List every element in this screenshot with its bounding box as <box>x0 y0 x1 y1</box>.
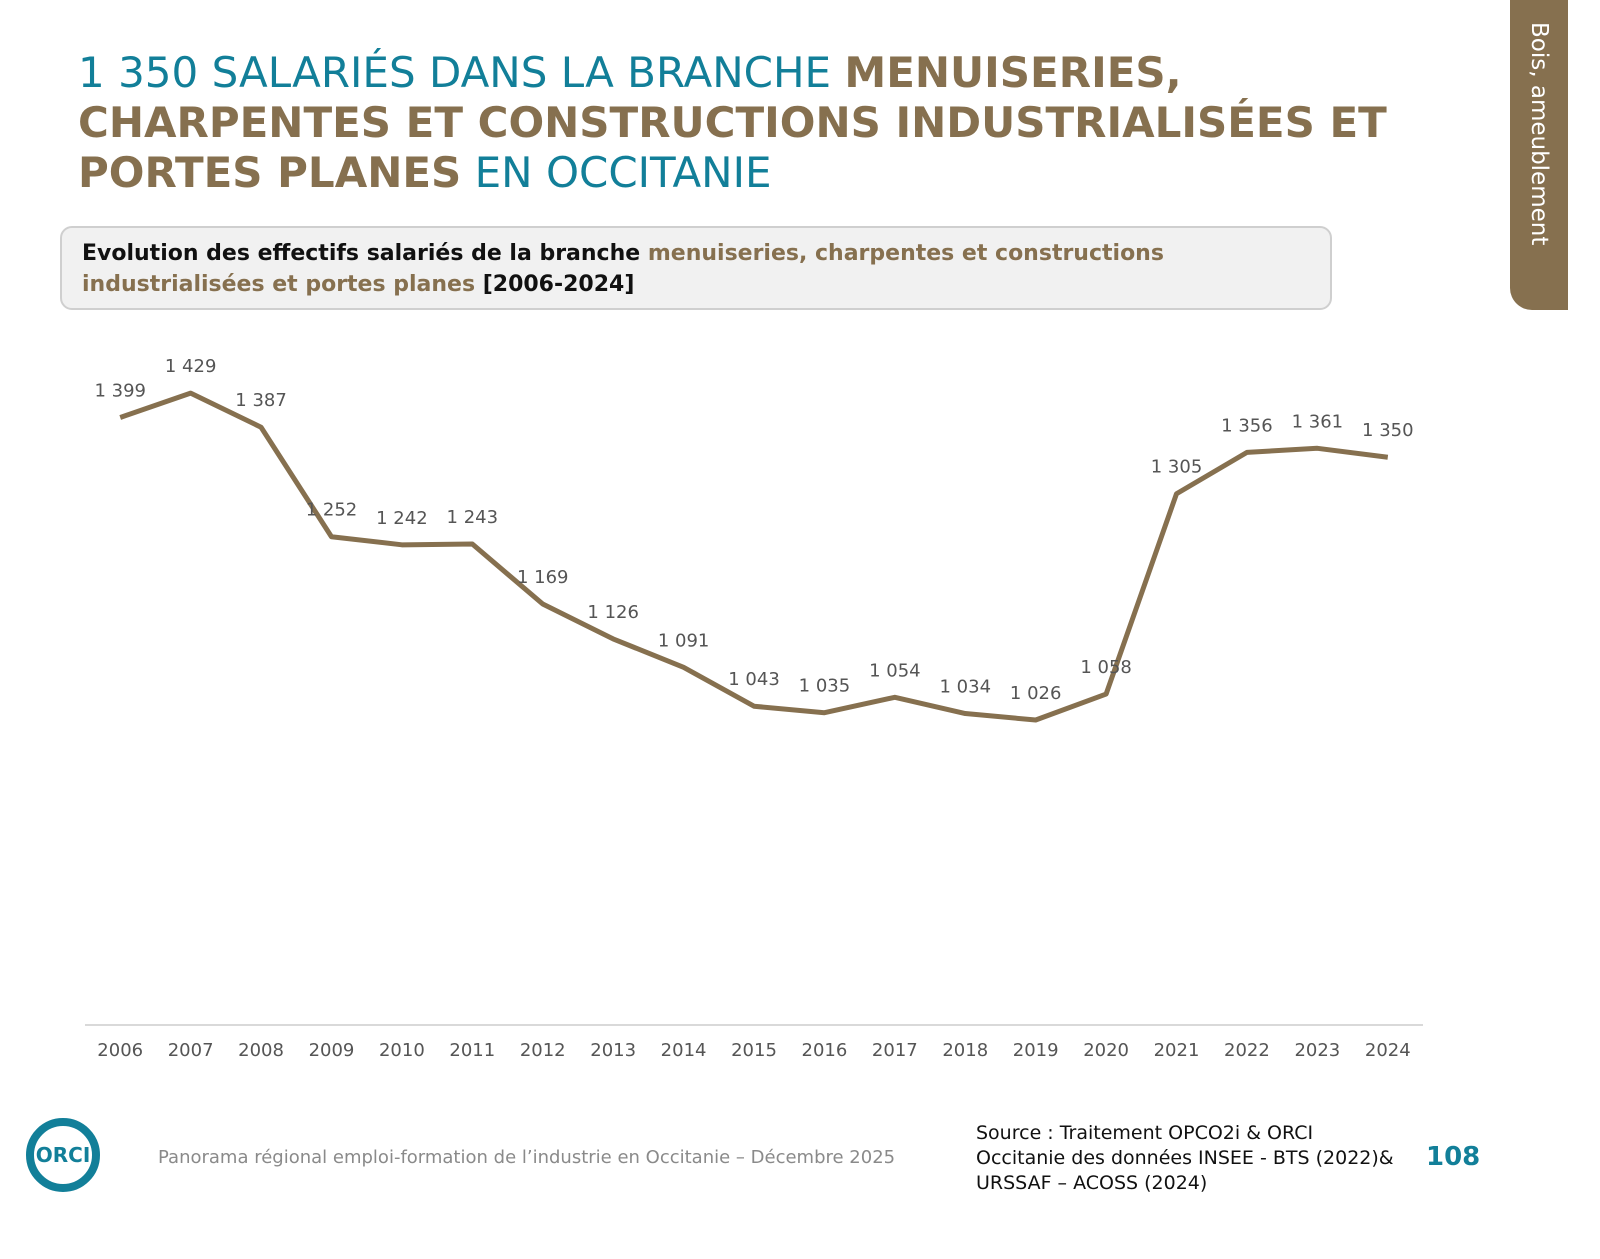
x-tick-label: 2010 <box>379 1040 425 1061</box>
source: Source : Traitement OPCO2i & ORCI Occitan… <box>976 1121 1394 1196</box>
data-label: 1 242 <box>376 508 428 529</box>
data-label: 1 350 <box>1362 420 1414 441</box>
x-tick-label: 2007 <box>168 1040 214 1061</box>
x-tick-label: 2023 <box>1294 1040 1340 1061</box>
side-tab: Bois, ameublement <box>1510 0 1568 310</box>
x-tick-label: 2011 <box>449 1040 495 1061</box>
source-line: URSSAF – ACOSS (2024) <box>976 1172 1208 1194</box>
data-label: 1 305 <box>1151 457 1203 478</box>
title-part: Evolution des effectifs salariés de la b… <box>82 241 648 266</box>
data-label: 1 429 <box>165 356 217 377</box>
title-part: MENUISERIES, CHARPENTES ET CONSTRUCTIONS… <box>78 48 1387 197</box>
data-label: 1 026 <box>1010 683 1062 704</box>
data-label: 1 356 <box>1221 415 1273 436</box>
x-tick-label: 2009 <box>309 1040 355 1061</box>
x-tick-label: 2008 <box>238 1040 284 1061</box>
data-label: 1 058 <box>1080 657 1132 678</box>
data-label: 1 126 <box>587 602 639 623</box>
data-label: 1 043 <box>728 669 780 690</box>
data-label: 1 091 <box>658 630 710 651</box>
title-part: menuiseries, charpentes et constructions… <box>82 241 1164 297</box>
slide-title: 1 350 SALARIÉS DANS LA BRANCHE MENUISERI… <box>78 48 1458 198</box>
title-part: [2006-2024] <box>475 272 635 297</box>
x-tick-label: 2022 <box>1224 1040 1270 1061</box>
x-tick-label: 2016 <box>802 1040 848 1061</box>
chart-title: Evolution des effectifs salariés de la b… <box>60 226 1332 310</box>
data-label: 1 399 <box>94 380 146 401</box>
page-number: 108 <box>1426 1142 1481 1172</box>
x-tick-label: 2021 <box>1154 1040 1200 1061</box>
chart: 2006 2007 2008 2009 2010 2011 2012 2013 2014 2015… <box>85 356 1423 1061</box>
x-tick-label: 2006 <box>97 1040 143 1061</box>
footer-text: Panorama régional emploi-formation de l’… <box>158 1147 896 1168</box>
line <box>119 390 1389 723</box>
x-tick-label: 2024 <box>1365 1040 1411 1061</box>
data-label: 1 169 <box>517 567 569 588</box>
data-label: 1 243 <box>447 507 499 528</box>
source-line: Source : Traitement OPCO2i & ORCI <box>976 1122 1314 1144</box>
x-tick-label: 2020 <box>1083 1040 1129 1061</box>
title-part: 1 350 SALARIÉS DANS LA BRANCHE <box>78 48 845 97</box>
x-tick-label: 2015 <box>731 1040 777 1061</box>
x-tick-label: 2018 <box>942 1040 988 1061</box>
data-label: 1 034 <box>939 677 991 698</box>
x-tick-label: 2012 <box>520 1040 566 1061</box>
x-tick-label: 2013 <box>590 1040 636 1061</box>
logo: ORCI <box>26 1118 100 1192</box>
source-line: Occitanie des données INSEE - BTS (2022)… <box>976 1147 1394 1169</box>
data-label: 1 361 <box>1292 411 1344 432</box>
data-label: 1 252 <box>306 500 358 521</box>
x-tick-label: 2014 <box>661 1040 707 1061</box>
data-label: 1 035 <box>799 676 851 697</box>
data-label: 1 387 <box>235 390 287 411</box>
x-tick-label: 2017 <box>872 1040 918 1061</box>
data-label: 1 054 <box>869 660 921 681</box>
x-tick-label: 2019 <box>1013 1040 1059 1061</box>
title-part: EN OCCITANIE <box>461 148 772 197</box>
